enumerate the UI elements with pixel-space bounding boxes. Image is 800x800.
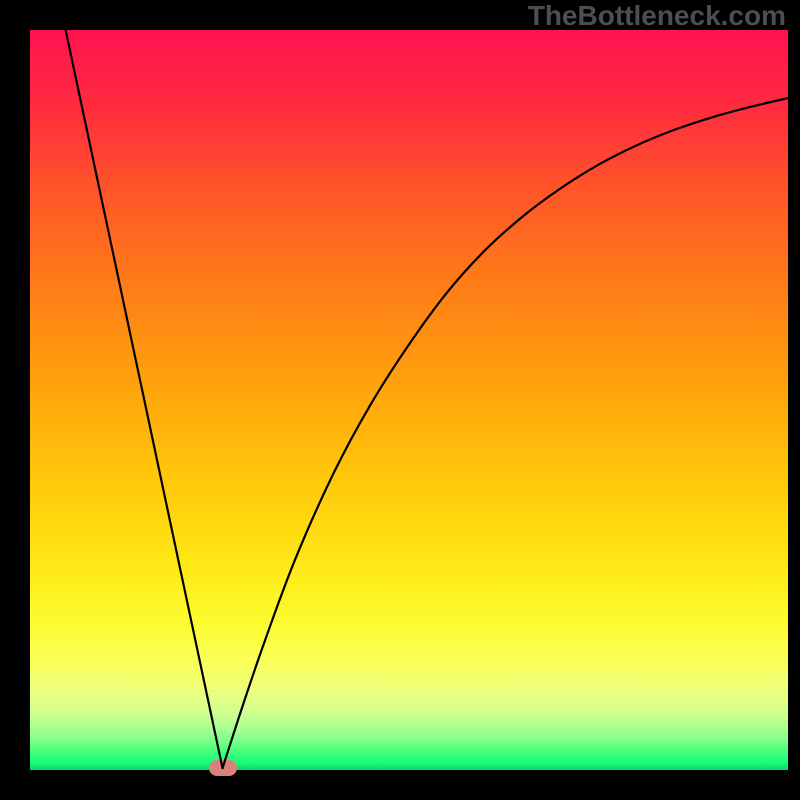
watermark-text: TheBottleneck.com	[528, 0, 786, 32]
curve-right-branch	[223, 98, 788, 768]
plot-area	[30, 30, 788, 770]
curve-left-branch	[66, 30, 223, 768]
curve-overlay	[30, 30, 788, 770]
